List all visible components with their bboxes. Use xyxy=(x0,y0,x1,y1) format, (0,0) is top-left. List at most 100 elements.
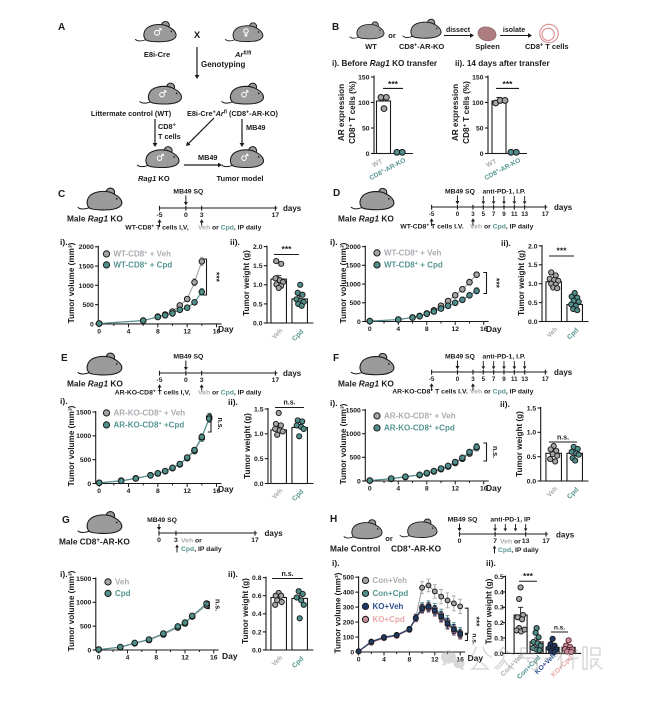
svg-text:G: G xyxy=(62,515,70,526)
svg-text:8: 8 xyxy=(425,326,429,333)
svg-text:8: 8 xyxy=(156,488,160,495)
svg-text:11: 11 xyxy=(511,211,518,218)
svg-text:150: 150 xyxy=(472,74,484,81)
svg-text:100: 100 xyxy=(358,100,370,107)
svg-text:-5: -5 xyxy=(156,212,162,219)
svg-text:i).: i). xyxy=(330,398,338,408)
svg-text:Veh or: Veh or xyxy=(500,539,521,546)
svg-text:1500: 1500 xyxy=(76,409,91,416)
svg-text:17: 17 xyxy=(272,212,280,219)
svg-text:1500: 1500 xyxy=(76,576,91,583)
svg-text:Tumor weight (g): Tumor weight (g) xyxy=(485,578,494,644)
svg-text:-5: -5 xyxy=(429,211,435,218)
svg-text:or: or xyxy=(388,31,396,40)
svg-text:***: *** xyxy=(557,246,568,256)
svg-text:WT: WT xyxy=(365,42,377,51)
svg-text:13: 13 xyxy=(521,211,528,218)
svg-text:WT-CD8+ + Cpd: WT-CD8+ + Cpd xyxy=(114,261,173,270)
svg-text:F: F xyxy=(333,353,339,364)
svg-text:1500: 1500 xyxy=(79,263,94,270)
svg-text:Tumor weight (g): Tumor weight (g) xyxy=(517,250,526,316)
svg-text:-5: -5 xyxy=(429,376,435,383)
svg-text:Male Rag1 KO: Male Rag1 KO xyxy=(67,379,123,389)
svg-text:WT-CD8+ + Veh: WT-CD8+ + Veh xyxy=(114,250,172,259)
svg-text:17: 17 xyxy=(542,538,550,545)
svg-text:2000: 2000 xyxy=(79,244,94,251)
svg-text:WT: WT xyxy=(371,158,384,170)
svg-text:days: days xyxy=(554,368,573,377)
svg-text:0: 0 xyxy=(357,478,361,485)
svg-text:X: X xyxy=(194,30,201,41)
svg-text:1000: 1000 xyxy=(76,600,91,607)
svg-text:500: 500 xyxy=(80,624,92,631)
svg-text:500: 500 xyxy=(80,457,92,464)
svg-text:n.s.: n.s. xyxy=(216,417,223,429)
svg-text:Male Rag1 KO: Male Rag1 KO xyxy=(67,214,123,224)
svg-text:8: 8 xyxy=(408,657,412,664)
svg-text:0: 0 xyxy=(184,377,188,384)
svg-text:n.s.: n.s. xyxy=(554,625,566,632)
svg-text:50: 50 xyxy=(362,125,370,132)
svg-text:days: days xyxy=(556,531,575,540)
svg-text:Cpd, IP daily: Cpd, IP daily xyxy=(498,547,539,554)
svg-text:1.5: 1.5 xyxy=(528,262,538,269)
svg-text:13: 13 xyxy=(522,538,530,545)
svg-text:2.0: 2.0 xyxy=(528,243,538,250)
svg-text:WT: WT xyxy=(485,158,498,170)
svg-text:anti-PD-1, IP: anti-PD-1, IP xyxy=(490,517,530,524)
svg-text:3: 3 xyxy=(200,377,204,384)
svg-text:ii).: ii). xyxy=(486,558,496,568)
svg-text:Genotyping: Genotyping xyxy=(201,60,246,69)
svg-text:WT-CD8+ + Cpd: WT-CD8+ + Cpd xyxy=(384,261,443,270)
svg-text:C: C xyxy=(58,189,65,200)
svg-text:17: 17 xyxy=(251,537,259,544)
svg-text:12: 12 xyxy=(183,488,191,495)
svg-text:1000: 1000 xyxy=(346,431,361,438)
svg-text:0.6: 0.6 xyxy=(252,593,262,600)
svg-text:17: 17 xyxy=(272,377,280,384)
svg-text:1.0: 1.0 xyxy=(253,282,263,289)
svg-text:0: 0 xyxy=(87,481,91,488)
svg-text:AR-KO-CD8+ T cells I.V.: AR-KO-CD8+ T cells I.V. xyxy=(392,389,468,396)
svg-text:Spleen: Spleen xyxy=(475,42,500,51)
svg-text:0: 0 xyxy=(368,486,372,493)
svg-text:3: 3 xyxy=(471,376,475,383)
svg-text:100: 100 xyxy=(343,634,355,641)
svg-text:***: *** xyxy=(523,571,534,581)
svg-text:AR-KO-CD8+ T cells I,V,: AR-KO-CD8+ T cells I,V, xyxy=(115,390,191,397)
svg-text:i).: i). xyxy=(60,569,68,579)
svg-text:4: 4 xyxy=(126,655,130,662)
svg-text:WT-CD8+ T cells I,V,: WT-CD8+ T cells I,V, xyxy=(125,225,189,232)
svg-text:or: or xyxy=(385,534,393,543)
svg-text:12: 12 xyxy=(451,326,459,333)
svg-text:CD8+-AR-KO: CD8+-AR-KO xyxy=(399,42,444,51)
svg-text:8: 8 xyxy=(154,655,158,662)
svg-text:Tumor weight (g): Tumor weight (g) xyxy=(241,578,250,644)
svg-text:1.0: 1.0 xyxy=(527,430,537,437)
svg-text:3: 3 xyxy=(200,212,204,219)
svg-text:Veh or Cpd, IP daily: Veh or Cpd, IP daily xyxy=(470,224,534,231)
svg-text:ii).: ii). xyxy=(228,569,238,579)
svg-text:Male CD8+-AR-KO: Male CD8+-AR-KO xyxy=(59,537,130,547)
svg-text:***: *** xyxy=(472,617,482,628)
svg-text:500: 500 xyxy=(349,455,361,462)
svg-text:Con+Veh: Con+Veh xyxy=(373,576,408,585)
svg-text:1500: 1500 xyxy=(346,407,361,414)
svg-text:CD8+: CD8+ xyxy=(158,122,176,131)
svg-text:0: 0 xyxy=(97,329,101,336)
svg-text:7: 7 xyxy=(493,538,497,545)
svg-text:E8i-Cre: E8i-Cre xyxy=(144,50,170,59)
svg-text:0: 0 xyxy=(368,326,372,333)
svg-text:Male Rag1 KO: Male Rag1 KO xyxy=(338,214,394,224)
svg-text:n.s.: n.s. xyxy=(471,633,478,645)
svg-text:Tumor volume (mm³): Tumor volume (mm³) xyxy=(67,405,76,486)
svg-text:Day: Day xyxy=(222,651,238,661)
svg-text:AR-KO-CD8+ +Cpd: AR-KO-CD8+ +Cpd xyxy=(384,424,455,433)
svg-text:i).: i). xyxy=(330,237,338,247)
svg-text:days: days xyxy=(283,204,302,213)
svg-text:days: days xyxy=(265,529,284,538)
svg-text:16: 16 xyxy=(213,488,221,495)
svg-text:9: 9 xyxy=(502,376,506,383)
svg-text:dissect: dissect xyxy=(446,27,471,34)
svg-text:12: 12 xyxy=(431,657,439,664)
